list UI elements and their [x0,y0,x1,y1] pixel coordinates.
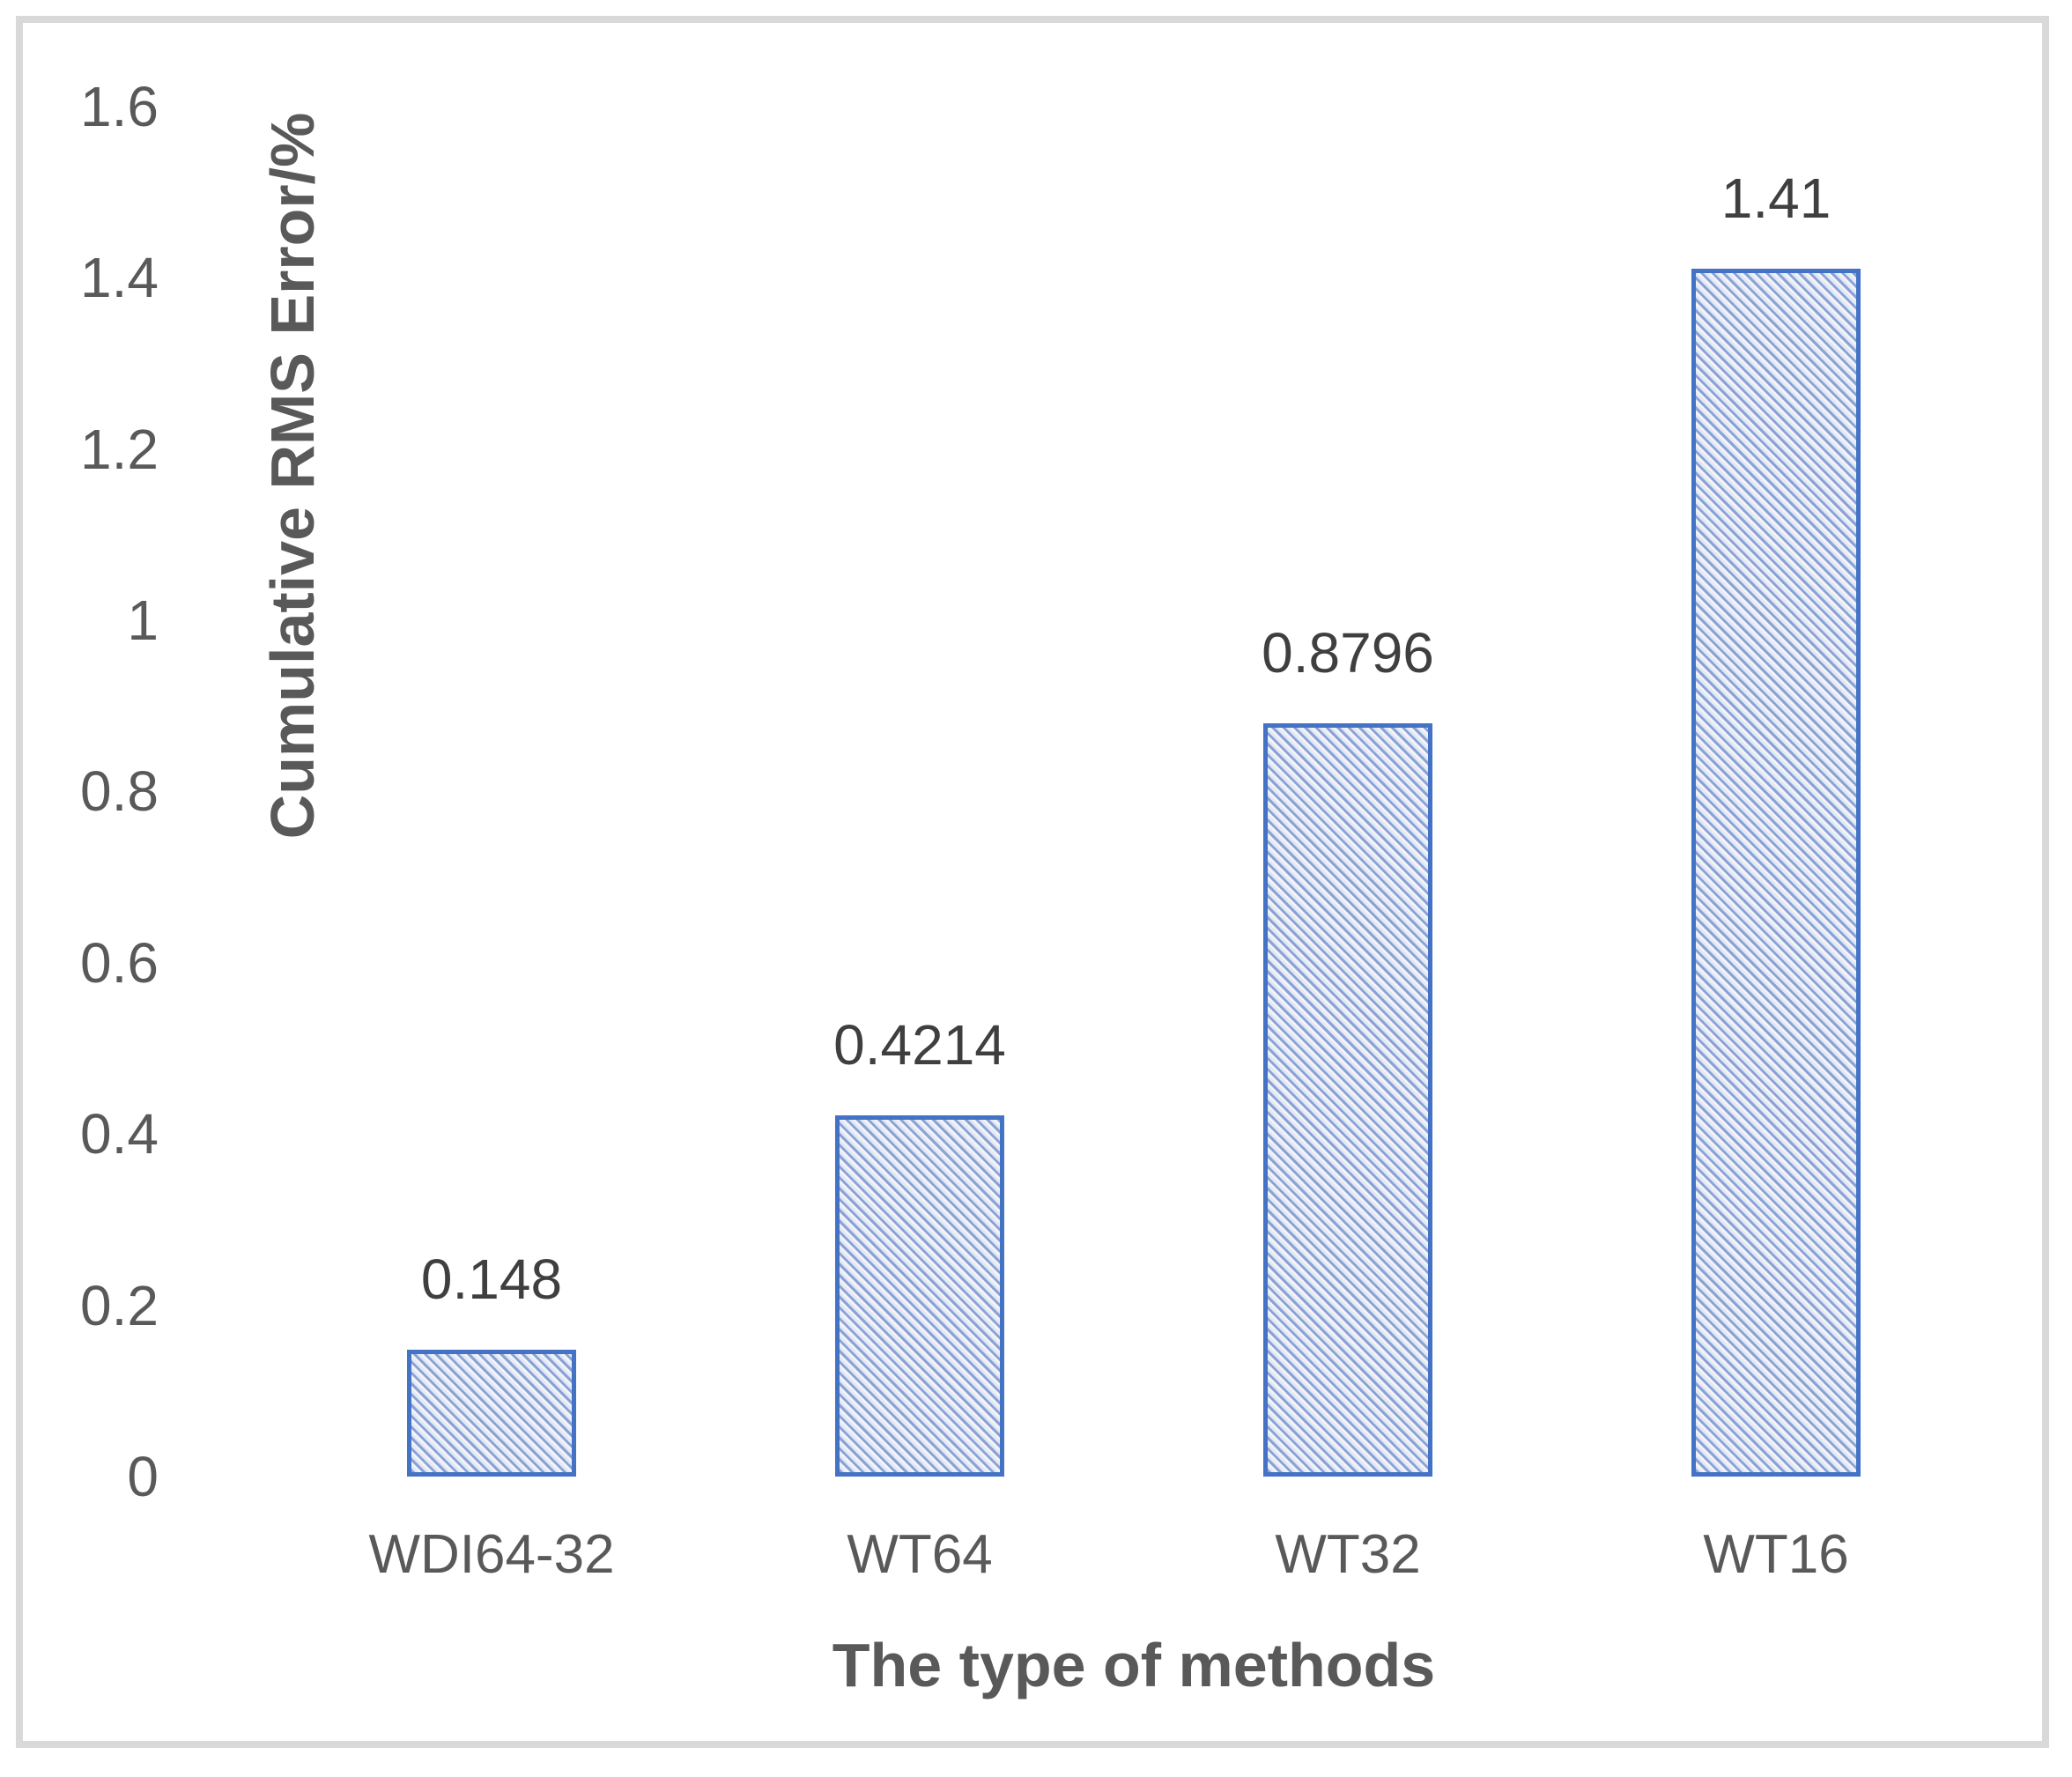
bar-WT16 [1691,269,1861,1477]
y-tick-label-0.6: 0.6 [80,930,159,995]
x-tick-label-WT32: WT32 [1275,1524,1421,1585]
y-axis-title: Cumulative RMS Error/% [258,112,327,840]
y-tick-label-1.4: 1.4 [80,246,159,310]
y-tick-label-1: 1 [127,589,159,652]
x-axis-title: The type of methods [832,1631,1436,1699]
bar-WT64 [835,1115,1004,1477]
bar-WDI64-32 [407,1350,576,1477]
y-tick-label-0: 0 [127,1445,159,1508]
bar-value-label-WT16: 1.41 [1720,167,1832,230]
x-tick-label-WDI64-32: WDI64-32 [368,1524,615,1585]
y-tick-label-0.8: 0.8 [80,759,159,824]
x-tick-label-WT16: WT16 [1703,1524,1849,1585]
bar-value-label-WT32: 0.8796 [1262,621,1434,685]
y-tick-label-0.4: 0.4 [80,1102,159,1166]
y-tick-label-0.2: 0.2 [80,1273,159,1337]
y-tick-label-1.2: 1.2 [80,417,159,481]
bar-value-label-WDI64-32: 0.148 [420,1248,563,1311]
x-tick-label-WT64: WT64 [847,1524,993,1585]
bar-WT32 [1263,723,1432,1477]
y-tick-label-1.6: 1.6 [80,74,159,138]
bar-value-label-WT64: 0.4214 [833,1013,1006,1077]
